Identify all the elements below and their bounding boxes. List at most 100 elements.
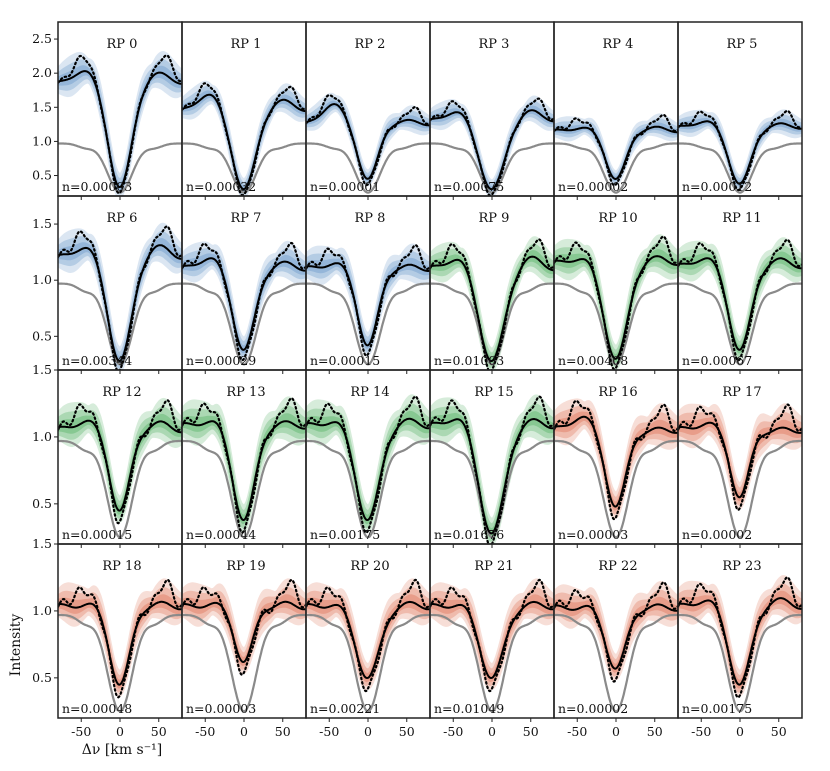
spread-band bbox=[554, 113, 678, 187]
panel-n-value: n=0.00044 bbox=[186, 527, 256, 542]
spread-band bbox=[182, 396, 306, 534]
panel-title: RP 19 bbox=[226, 559, 265, 574]
mean-profile-line bbox=[554, 255, 678, 360]
spread-band bbox=[430, 100, 554, 195]
mean-profile-line bbox=[678, 421, 802, 499]
mean-profile-line bbox=[182, 93, 306, 191]
mean-profile-line bbox=[554, 415, 678, 508]
spread-band bbox=[182, 405, 306, 529]
panel-plot-area bbox=[182, 396, 306, 539]
panel-rp-8: RP 8 n=0.00015 bbox=[305, 195, 431, 374]
panel-plot-area bbox=[554, 234, 678, 370]
spread-band bbox=[58, 231, 182, 369]
spread-band bbox=[58, 397, 182, 524]
mean-profile-line bbox=[306, 417, 430, 522]
spread-band bbox=[182, 240, 306, 362]
panel-n-value: n=0.00067 bbox=[682, 353, 752, 368]
y-tick-label: 1.0 bbox=[32, 272, 52, 287]
panel-plot-area bbox=[306, 92, 430, 194]
panel-plot-area bbox=[554, 398, 678, 539]
panel-title: RP 9 bbox=[479, 211, 510, 226]
panel-n-value: n=0.00075 bbox=[434, 179, 504, 194]
mean-profile-line bbox=[58, 244, 182, 363]
x-tick-label: 50 bbox=[523, 724, 539, 739]
panel-rp-5: RP 5 n=0.00012 bbox=[677, 21, 803, 200]
spread-band bbox=[678, 237, 802, 362]
panel-n-value: n=0.00048 bbox=[62, 701, 132, 716]
panel-rp-2: RP 2 n=0.00001 bbox=[305, 21, 431, 200]
spread-band bbox=[182, 86, 306, 195]
reference-profile-line bbox=[58, 282, 182, 366]
panel-plot-area bbox=[678, 403, 802, 539]
panel-n-value: n=0.00015 bbox=[62, 527, 132, 542]
spread-band bbox=[430, 587, 554, 687]
spread-band bbox=[554, 234, 678, 370]
x-axis-label: Δν [km s⁻¹] bbox=[82, 742, 162, 758]
panel-title: RP 4 bbox=[603, 37, 634, 52]
panel-title: RP 6 bbox=[107, 211, 138, 226]
panel-rp-6: RP 6 n=0.00344 0.5 1.0 1.5 bbox=[32, 195, 183, 374]
spread-band bbox=[182, 587, 306, 670]
y-tick-label: 0.5 bbox=[32, 670, 52, 685]
spread-band bbox=[554, 118, 678, 184]
spread-band bbox=[58, 222, 182, 370]
x-tick-label: -50 bbox=[319, 724, 339, 739]
panel-plot-area bbox=[58, 397, 182, 539]
observed-profile-line bbox=[554, 235, 678, 370]
panel-n-value: n=0.00002 bbox=[682, 527, 752, 542]
panel-n-value: n=0.01049 bbox=[434, 701, 504, 716]
y-tick-label: 1.5 bbox=[32, 536, 52, 551]
spread-band bbox=[306, 403, 430, 529]
panel-title: RP 21 bbox=[474, 559, 513, 574]
reference-profile-line bbox=[554, 142, 678, 194]
panel-n-value: n=0.00002 bbox=[558, 179, 628, 194]
panel-plot-area bbox=[430, 394, 554, 544]
spread-band bbox=[306, 587, 430, 687]
x-tick-label: 50 bbox=[399, 724, 415, 739]
panel-n-value: n=0.00408 bbox=[558, 353, 628, 368]
mean-profile-line bbox=[182, 420, 306, 522]
spread-band bbox=[554, 596, 678, 673]
panel-title: RP 16 bbox=[598, 385, 637, 400]
spread-band bbox=[182, 80, 306, 196]
y-tick-label: 1.0 bbox=[32, 603, 52, 618]
x-tick-label: 0 bbox=[612, 724, 620, 739]
panel-plot-area bbox=[430, 236, 554, 370]
observed-profile-line bbox=[182, 241, 306, 362]
panel-rp-16: RP 16 n=0.00003 bbox=[553, 369, 679, 548]
observed-profile-line bbox=[182, 82, 306, 196]
reference-profile-line bbox=[306, 613, 430, 713]
panel-plot-area bbox=[182, 80, 306, 196]
reference-profile-line bbox=[430, 613, 554, 713]
panel-n-value: n=0.00003 bbox=[558, 527, 628, 542]
spread-band bbox=[182, 594, 306, 666]
reference-profile-line bbox=[182, 142, 306, 194]
panel-title: RP 18 bbox=[102, 559, 141, 574]
y-tick-label: 1.5 bbox=[32, 99, 52, 114]
x-tick-label: 0 bbox=[736, 724, 744, 739]
spread-band bbox=[678, 575, 802, 698]
mean-profile-line bbox=[430, 417, 554, 535]
mean-profile-line bbox=[182, 600, 306, 664]
mean-profile-line bbox=[678, 597, 802, 686]
panel-title: RP 3 bbox=[479, 37, 510, 52]
panel-n-value: n=0.00175 bbox=[682, 701, 752, 716]
panel-title: RP 11 bbox=[722, 211, 761, 226]
panel-plot-area bbox=[58, 51, 182, 196]
spread-band bbox=[306, 251, 430, 353]
panel-rp-14: RP 14 n=0.00175 bbox=[305, 369, 431, 548]
panel-n-value: n=0.01003 bbox=[434, 353, 504, 368]
panel-title: RP 14 bbox=[350, 385, 389, 400]
panel-rp-19: RP 19 n=0.00003 -50 0 50 bbox=[181, 543, 307, 739]
x-tick-label: -50 bbox=[195, 724, 215, 739]
panel-n-value: n=0.00175 bbox=[310, 527, 380, 542]
observed-profile-line bbox=[306, 244, 430, 358]
observed-profile-line bbox=[678, 576, 802, 699]
x-tick-label: 50 bbox=[647, 724, 663, 739]
panel-rp-1: RP 1 n=0.00032 bbox=[181, 21, 307, 200]
spread-band bbox=[430, 95, 554, 196]
panel-plot-area bbox=[430, 578, 554, 713]
panel-rp-22: RP 22 n=0.00002 -50 0 50 bbox=[553, 543, 679, 739]
panel-title: RP 5 bbox=[727, 37, 758, 52]
